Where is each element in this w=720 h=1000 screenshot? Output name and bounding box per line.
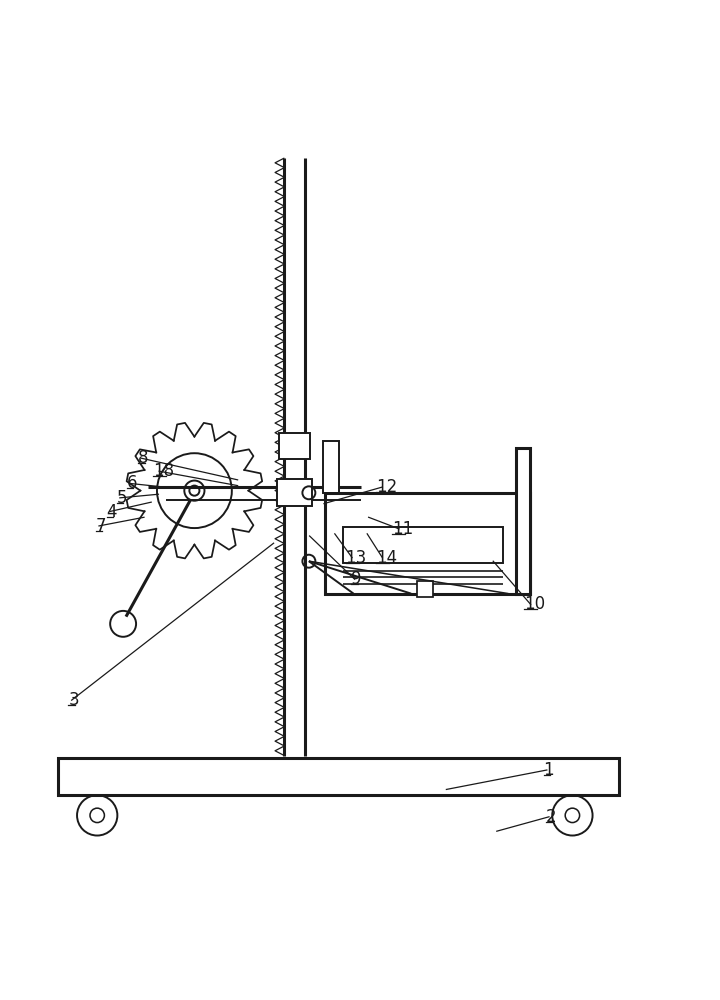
Text: 18: 18	[153, 462, 174, 480]
Text: 8: 8	[138, 449, 149, 467]
Text: 13: 13	[346, 549, 367, 567]
Bar	[323, 441, 339, 493]
Text: 5: 5	[117, 489, 127, 507]
Bar	[58, 758, 619, 795]
Bar	[277, 479, 312, 506]
Text: 12: 12	[376, 478, 397, 496]
Text: 11: 11	[392, 520, 414, 538]
Text: 4: 4	[107, 503, 117, 521]
Text: 2: 2	[546, 808, 557, 826]
Bar	[325, 493, 530, 594]
Text: 6: 6	[127, 474, 138, 492]
Text: 10: 10	[524, 595, 545, 613]
Bar	[279, 433, 310, 459]
Text: 7: 7	[96, 517, 107, 535]
Text: 9: 9	[351, 570, 362, 588]
Bar	[516, 448, 530, 594]
Bar	[343, 527, 503, 563]
Text: 14: 14	[376, 549, 397, 567]
Text: 3: 3	[68, 691, 79, 709]
Bar	[417, 581, 433, 597]
Text: 1: 1	[544, 761, 554, 779]
